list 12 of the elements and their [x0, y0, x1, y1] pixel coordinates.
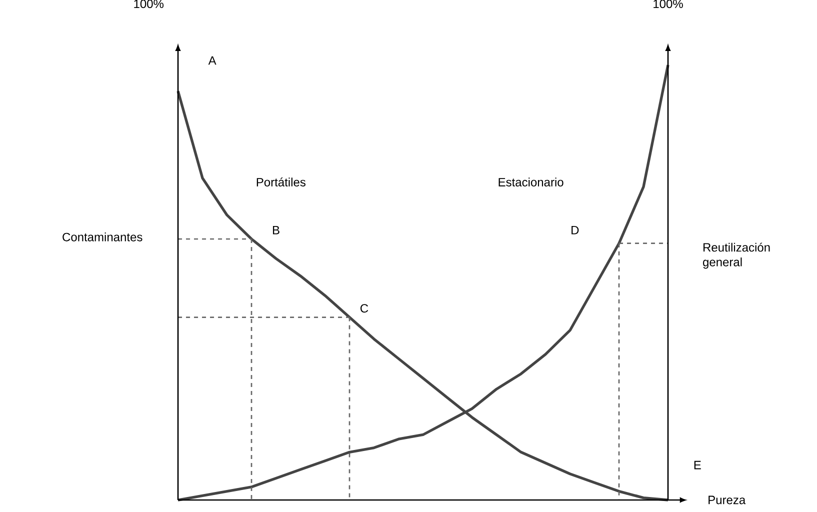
- x-axis-title: Pureza: [708, 496, 746, 504]
- annotation: D: [572, 226, 579, 234]
- annotation: Estacionario: [498, 178, 564, 186]
- annotation: C: [360, 304, 368, 313]
- text: 100%: [134, 0, 164, 8]
- text: 100%: [654, 0, 683, 8]
- text: E: [694, 460, 701, 470]
- y2-axis-title: Reutilización general: [703, 242, 770, 269]
- y-axis-title: Contaminantes: [62, 232, 142, 242]
- annotation: B: [272, 226, 280, 234]
- text: A: [208, 56, 216, 65]
- annotation: Portátiles: [256, 177, 306, 186]
